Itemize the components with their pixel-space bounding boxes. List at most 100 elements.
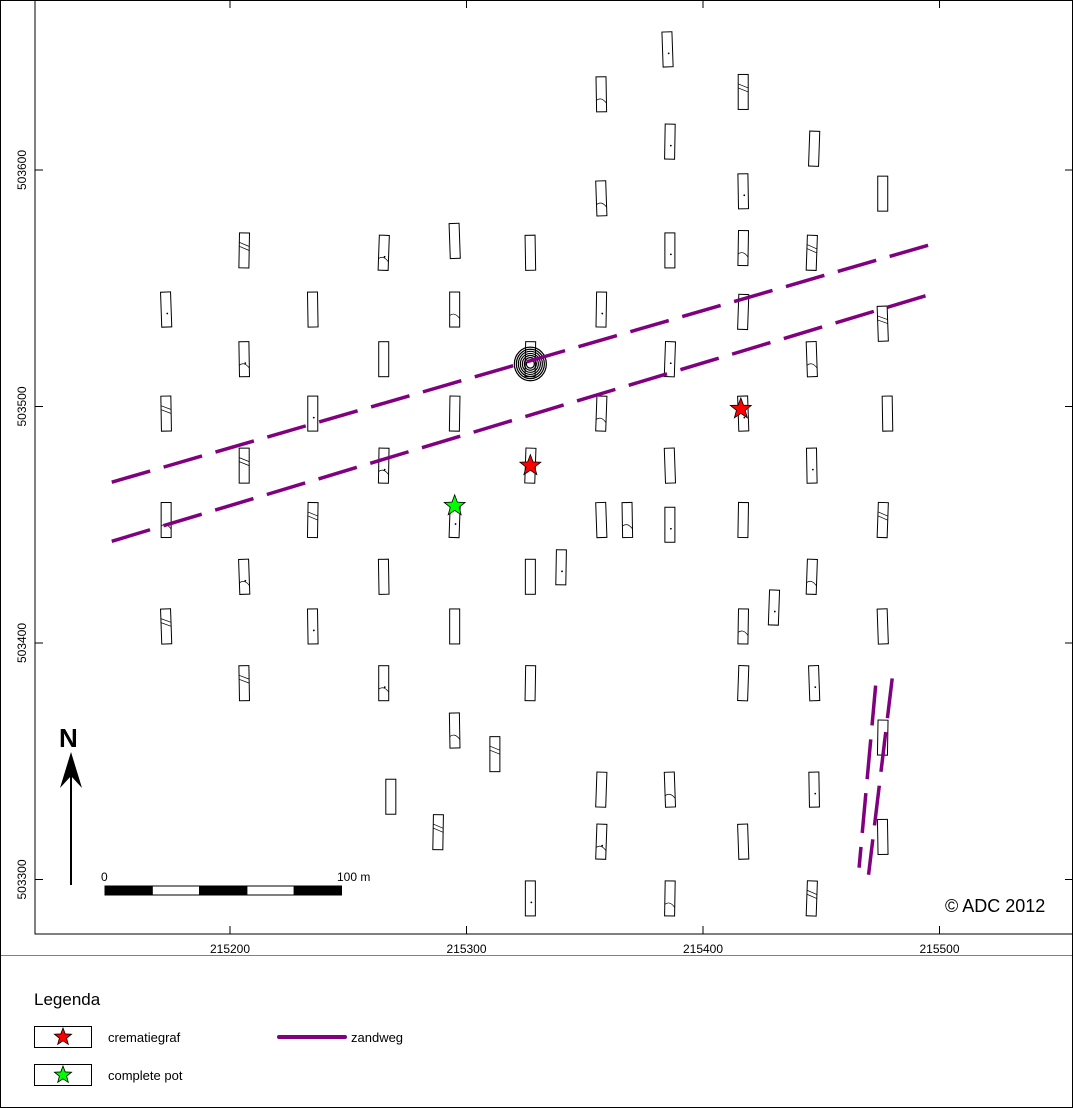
trench-feature bbox=[806, 363, 818, 369]
trench-feature bbox=[378, 256, 389, 263]
trench-feature bbox=[383, 686, 386, 689]
legend-swatch-crematiegraf bbox=[34, 1026, 92, 1048]
scale-bar: 0 100 m bbox=[101, 870, 370, 896]
trench-feature bbox=[669, 527, 672, 530]
trench-feature bbox=[743, 194, 746, 197]
trench bbox=[595, 395, 608, 432]
trench-feature bbox=[669, 362, 672, 365]
trench bbox=[238, 447, 250, 484]
trench bbox=[160, 608, 173, 645]
trench bbox=[737, 823, 750, 860]
trench-outline bbox=[160, 608, 173, 645]
trench-feature bbox=[489, 745, 501, 755]
scale-bar-segment bbox=[104, 885, 153, 896]
trench bbox=[737, 73, 749, 110]
north-arrow: N bbox=[59, 723, 82, 885]
trench-feature bbox=[738, 83, 749, 93]
cluster-ring bbox=[515, 348, 545, 380]
trench-outline bbox=[805, 341, 818, 378]
trench-feature bbox=[737, 252, 749, 258]
legend-item-zandweg: zandweg bbox=[277, 1026, 403, 1048]
trench bbox=[737, 173, 750, 210]
trench-feature bbox=[743, 416, 746, 419]
trench-feature bbox=[664, 793, 676, 799]
trench-outline bbox=[663, 447, 677, 484]
map-canvas: 215200 215300 215400 215500 503600 503500 5034… bbox=[0, 0, 1073, 956]
trench-feature bbox=[166, 312, 169, 315]
trench-outline bbox=[385, 778, 397, 815]
trench bbox=[876, 608, 889, 645]
trench bbox=[663, 341, 677, 378]
trench-outline bbox=[663, 341, 677, 378]
cluster-ring bbox=[523, 357, 537, 371]
trench-outline bbox=[737, 229, 750, 267]
trench-outline bbox=[664, 123, 676, 160]
trench-outline bbox=[238, 665, 251, 702]
trench bbox=[448, 222, 461, 260]
trench-outline bbox=[595, 501, 608, 539]
y-tick-label: 503300 bbox=[15, 859, 29, 899]
sand-road bbox=[857, 685, 878, 868]
trench bbox=[377, 447, 390, 484]
legend-swatch-complete-pot bbox=[34, 1064, 92, 1086]
trench bbox=[664, 880, 676, 917]
trench-feature bbox=[811, 468, 814, 471]
trench bbox=[160, 291, 173, 328]
trench-outline bbox=[876, 818, 889, 856]
trench bbox=[737, 608, 750, 645]
trench bbox=[449, 608, 461, 645]
trench-outline bbox=[238, 447, 250, 484]
scale-start-label: 0 bbox=[101, 870, 108, 884]
trench bbox=[306, 501, 319, 539]
trench bbox=[307, 395, 319, 432]
trench-feature bbox=[814, 686, 817, 689]
sand-road bbox=[111, 291, 936, 543]
trench bbox=[661, 31, 674, 68]
sand-road bbox=[111, 241, 936, 484]
scale-bar-segment bbox=[151, 885, 201, 896]
trench-outline bbox=[737, 823, 750, 860]
trench bbox=[238, 341, 251, 378]
trench-feature bbox=[383, 255, 386, 258]
trench-feature bbox=[601, 844, 604, 847]
cluster-ring bbox=[519, 352, 541, 376]
trench-feature bbox=[806, 244, 818, 254]
trench bbox=[160, 395, 172, 432]
trench bbox=[238, 232, 251, 269]
trench-outline bbox=[448, 395, 461, 432]
trench bbox=[621, 501, 634, 539]
x-tick-label: 215300 bbox=[446, 942, 486, 956]
trench-feature bbox=[160, 618, 172, 627]
trench-outline bbox=[306, 608, 319, 645]
y-tick-label: 503500 bbox=[15, 386, 29, 426]
trench-feature bbox=[433, 823, 444, 833]
trench-feature bbox=[449, 734, 461, 740]
dense-feature-cluster bbox=[513, 346, 547, 382]
map-panel bbox=[34, 0, 1073, 935]
trench-outline bbox=[661, 31, 674, 68]
cremation-grave-star-icon bbox=[518, 453, 542, 476]
legend-label-crematiegraf: crematiegraf bbox=[108, 1029, 181, 1045]
trench-outline bbox=[664, 232, 676, 269]
trench bbox=[663, 447, 677, 484]
trench-feature bbox=[877, 315, 888, 324]
legend-item-complete-pot: complete pot bbox=[34, 1064, 182, 1086]
trench bbox=[737, 293, 750, 331]
trench-feature bbox=[238, 674, 250, 684]
legend-item-crematiegraf: crematiegraf bbox=[34, 1026, 180, 1048]
trench bbox=[737, 501, 750, 539]
trench bbox=[876, 501, 889, 539]
trench-outline bbox=[448, 222, 461, 260]
trench bbox=[595, 180, 608, 217]
trench-outline bbox=[876, 305, 889, 342]
trench bbox=[377, 558, 390, 595]
trench-outline bbox=[737, 293, 750, 331]
trench-feature bbox=[596, 98, 607, 104]
trench-outline bbox=[876, 608, 889, 645]
trench-feature bbox=[669, 144, 672, 147]
x-tick-label: 215500 bbox=[919, 942, 959, 956]
scale-end-label: 100 m bbox=[337, 870, 370, 884]
trench bbox=[489, 736, 501, 773]
trench-outline bbox=[808, 771, 820, 808]
trench bbox=[664, 506, 676, 543]
